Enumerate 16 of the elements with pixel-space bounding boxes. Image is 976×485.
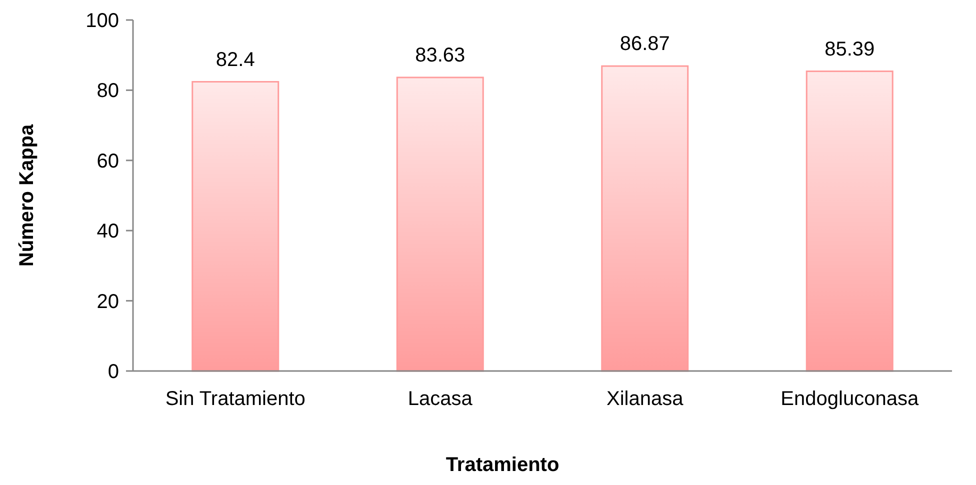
y-tick-label: 0 bbox=[108, 361, 119, 383]
data-label: 83.63 bbox=[415, 44, 466, 66]
x-axis-title: Tratamiento bbox=[446, 454, 560, 476]
y-tick-label: 60 bbox=[96, 150, 119, 172]
data-label: 86.87 bbox=[620, 33, 670, 56]
y-tick-label: 20 bbox=[96, 290, 119, 313]
x-tick-label: Sin Tratamiento bbox=[165, 388, 306, 410]
y-tick-label: 100 bbox=[86, 10, 119, 32]
x-tick-label: Endogluconasa bbox=[780, 388, 920, 410]
data-label: 85.39 bbox=[824, 38, 875, 60]
y-tick-label: 80 bbox=[96, 80, 119, 102]
x-tick-label: Lacasa bbox=[408, 388, 474, 410]
x-tick-label: Xilanasa bbox=[606, 388, 684, 410]
data-label: 82.4 bbox=[216, 48, 255, 71]
y-axis-title: Número Kappa bbox=[16, 124, 38, 267]
y-tick-label: 40 bbox=[96, 220, 119, 243]
